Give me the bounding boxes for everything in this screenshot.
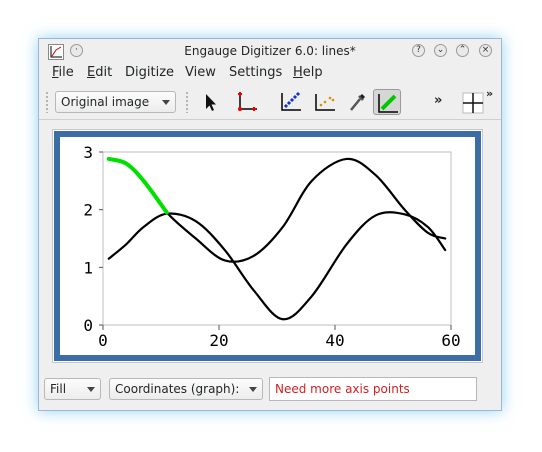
app-window: · Engauge Digitizer 6.0: lines* ? ⌄ ⌃ × … xyxy=(38,38,502,411)
x-tick-label: 40 xyxy=(325,331,344,350)
menu-edit[interactable]: Edit xyxy=(87,65,113,80)
menu-file[interactable]: File xyxy=(52,65,74,80)
menu-help[interactable]: Help xyxy=(293,65,323,80)
x-tick-label: 20 xyxy=(209,331,228,350)
engauge-app-icon xyxy=(48,44,64,60)
crosshair-icon[interactable] xyxy=(459,89,487,115)
y-tick-label: 1 xyxy=(83,258,93,277)
title-bar[interactable]: · Engauge Digitizer 6.0: lines* ? ⌄ ⌃ × xyxy=(39,39,501,63)
y-tick-label: 3 xyxy=(83,143,93,162)
toolbar: Original image » » xyxy=(39,85,501,120)
toolbar-grip[interactable] xyxy=(45,91,49,113)
menu-bar: File Edit Digitize View Settings Help xyxy=(39,63,501,83)
window-menu-icon[interactable]: · xyxy=(70,44,83,57)
select-pointer-icon[interactable] xyxy=(196,89,224,115)
chevron-down-icon xyxy=(162,100,170,105)
curve-points-icon[interactable] xyxy=(276,89,304,115)
toolbar-overflow-button-2[interactable]: » xyxy=(486,87,494,100)
minimize-icon[interactable]: ⌄ xyxy=(434,44,447,57)
status-bar: Fill Coordinates (graph): Need more axis… xyxy=(39,375,501,405)
graph-canvas[interactable]: 0 20 40 60 0 1 2 3 xyxy=(52,129,483,363)
point-match-icon[interactable] xyxy=(310,89,338,115)
menu-settings[interactable]: Settings xyxy=(229,65,283,80)
background-select[interactable]: Original image xyxy=(55,91,176,113)
coordinates-select[interactable]: Coordinates (graph): xyxy=(109,378,263,400)
chevron-down-icon xyxy=(87,387,95,392)
menu-view[interactable]: View xyxy=(185,65,216,80)
x-tick-label: 0 xyxy=(98,331,108,350)
chart[interactable]: 0 20 40 60 0 1 2 3 xyxy=(53,130,482,362)
background-select-value: Original image xyxy=(61,95,150,109)
window-title: Engauge Digitizer 6.0: lines* xyxy=(184,44,356,58)
toolbar-grip[interactable] xyxy=(185,91,189,113)
series-line-1 xyxy=(107,211,447,321)
coordinates-select-value: Coordinates (graph): xyxy=(115,382,240,396)
y-tick-label: 2 xyxy=(83,201,93,220)
y-tick-label: 0 xyxy=(83,316,93,335)
help-icon[interactable]: ? xyxy=(412,44,425,57)
toolbar-overflow-button[interactable]: » xyxy=(434,93,443,108)
fill-select[interactable]: Fill xyxy=(44,378,101,400)
color-picker-icon[interactable] xyxy=(343,89,371,115)
close-icon[interactable]: × xyxy=(479,44,492,57)
x-tick-label: 60 xyxy=(441,331,460,350)
status-message: Need more axis points xyxy=(269,377,477,401)
plot-area xyxy=(102,151,452,326)
fill-select-value: Fill xyxy=(50,382,67,396)
menu-digitize[interactable]: Digitize xyxy=(125,65,175,80)
maximize-icon[interactable]: ⌃ xyxy=(456,44,469,57)
axis-points-icon[interactable] xyxy=(232,89,260,115)
chevron-down-icon xyxy=(249,387,257,392)
segment-fill-icon[interactable] xyxy=(373,89,401,115)
series-line-3 xyxy=(106,156,169,215)
